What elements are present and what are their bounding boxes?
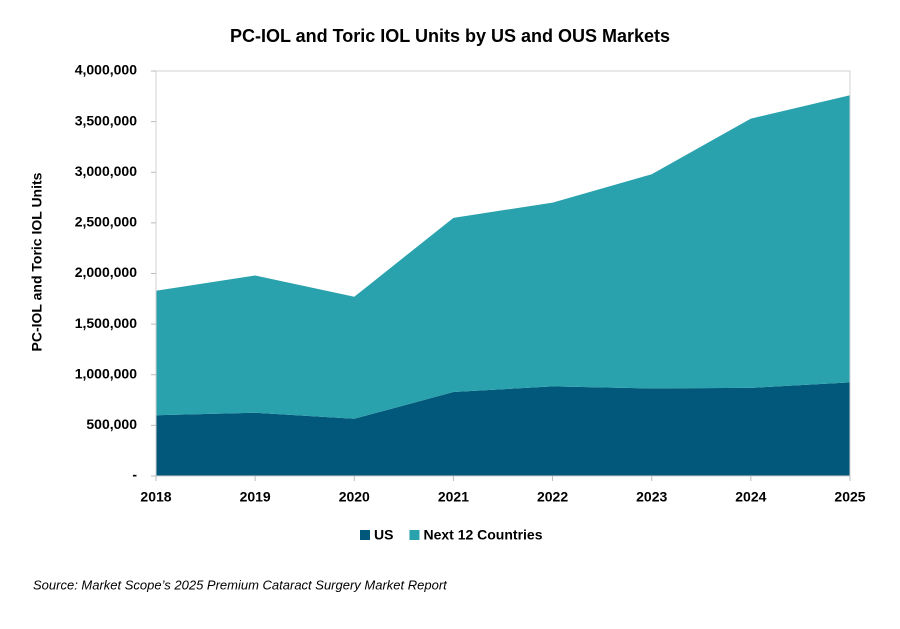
y-tick-label: 500,000: [86, 416, 137, 432]
x-tick-label: 2021: [438, 489, 469, 505]
x-tick-label: 2024: [735, 489, 766, 505]
y-tick-label: 2,000,000: [75, 264, 137, 280]
y-axis-label: PC-IOL and Toric IOL Units: [29, 172, 45, 351]
source-note: Source: Market Scope’s 2025 Premium Cata…: [33, 577, 448, 592]
legend-swatch: [360, 530, 370, 540]
area: [156, 95, 850, 419]
y-tick-label: -: [132, 467, 137, 483]
y-tick-label: 1,500,000: [75, 315, 137, 331]
area: [156, 382, 850, 476]
x-tick-label: 2023: [636, 489, 667, 505]
x-tick-label: 2022: [537, 489, 568, 505]
chart-title: PC-IOL and Toric IOL Units by US and OUS…: [230, 26, 670, 46]
y-tick-label: 4,000,000: [75, 62, 137, 78]
legend-swatch: [409, 530, 420, 540]
y-tick-label: 3,000,000: [75, 163, 137, 179]
x-tick-label: 2019: [240, 489, 271, 505]
legend-label: Next 12 Countries: [423, 527, 542, 543]
y-tick-label: 1,000,000: [75, 365, 137, 381]
x-tick-label: 2020: [339, 489, 370, 505]
legend-label: US: [374, 527, 393, 543]
y-tick-label: 2,500,000: [75, 214, 137, 230]
x-tick-label: 2025: [834, 489, 865, 505]
y-tick-label: 3,500,000: [75, 112, 137, 128]
x-tick-label: 2018: [140, 489, 171, 505]
